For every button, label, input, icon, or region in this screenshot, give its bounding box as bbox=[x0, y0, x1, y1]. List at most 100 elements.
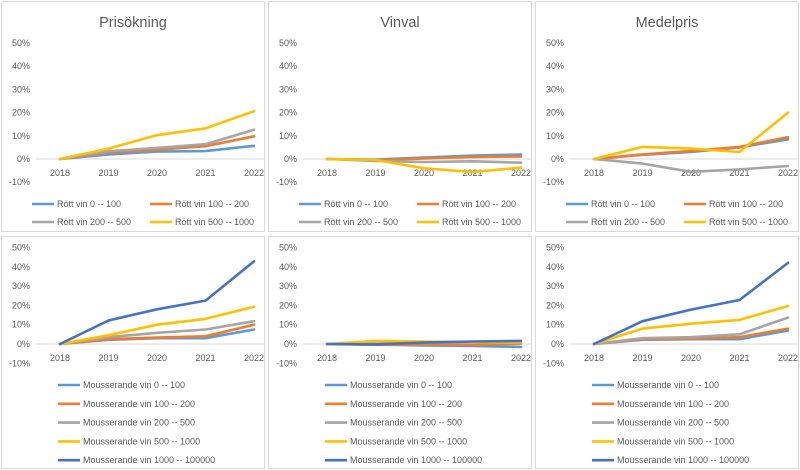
y-tick-label: 0% bbox=[551, 339, 564, 349]
x-tick-label: 2019 bbox=[632, 168, 652, 178]
chart-svg: -10% 0% 10% 20% 30% 40% 50% 2018 2019 2020 2021 202… bbox=[9, 243, 264, 465]
chart-panel-prisokning-red: Prisökning -10% 0% 10% 20% 30% 40% 50% 2018 2019 2… bbox=[1, 1, 265, 232]
chart-svg: -10% 0% 10% 20% 30% 40% 50% 2018 2019 2020 2021 202… bbox=[276, 243, 531, 465]
x-tick-label: 2019 bbox=[365, 353, 385, 363]
y-tick-label: 20% bbox=[12, 300, 30, 310]
x-tick-label: 2022 bbox=[511, 353, 531, 363]
x-tick-label: 2020 bbox=[147, 353, 167, 363]
x-tick-label: 2019 bbox=[365, 168, 385, 178]
x-tick-label: 2022 bbox=[244, 353, 264, 363]
chart-title: Vinval bbox=[380, 15, 419, 31]
y-tick-label: 0% bbox=[17, 154, 30, 164]
legend-label: Rött vin 0 -- 100 bbox=[57, 199, 121, 209]
legend-label: Mousserande vin 0 -- 100 bbox=[350, 380, 452, 390]
x-tick-label: 2021 bbox=[729, 353, 749, 363]
series-line-4 bbox=[325, 157, 523, 174]
chart-svg: Vinval -10% 0% 10% 20% 30% 40% 50% 2018 2019 2020 2… bbox=[276, 15, 531, 227]
y-tick-label: 50% bbox=[12, 243, 30, 253]
y-tick-label: 40% bbox=[546, 262, 564, 272]
x-tick-label: 2018 bbox=[317, 168, 337, 178]
y-tick-label: 40% bbox=[279, 61, 297, 71]
series-line-5 bbox=[58, 260, 256, 346]
y-tick-label: 40% bbox=[12, 262, 30, 272]
legend-label: Rött vin 500 -- 1000 bbox=[442, 217, 521, 227]
y-tick-label: 10% bbox=[546, 131, 564, 141]
y-tick-label: 10% bbox=[279, 320, 297, 330]
x-tick-label: 2019 bbox=[98, 168, 118, 178]
x-tick-label: 2019 bbox=[98, 353, 118, 363]
legend-label: Mousserande vin 1000 -- 100000 bbox=[83, 455, 215, 465]
legend-label: Mousserande vin 100 -- 200 bbox=[83, 399, 195, 409]
legend-label: Mousserande vin 1000 -- 100000 bbox=[617, 455, 749, 465]
y-tick-label: 50% bbox=[12, 38, 30, 48]
legend-label: Rött vin 0 -- 100 bbox=[324, 199, 388, 209]
legend-label: Mousserande vin 100 -- 200 bbox=[350, 399, 462, 409]
legend-label: Mousserande vin 200 -- 500 bbox=[350, 418, 462, 428]
legend-label: Rött vin 0 -- 100 bbox=[591, 199, 655, 209]
chart-svg: -10% 0% 10% 20% 30% 40% 50% 2018 2019 2020 2021 202… bbox=[543, 243, 798, 465]
legend-label: Mousserande vin 500 -- 1000 bbox=[83, 436, 200, 446]
y-tick-label: 50% bbox=[546, 243, 564, 253]
chart-panel-prisokning-sparkling: -10% 0% 10% 20% 30% 40% 50% 2018 2019 2020 2021 202… bbox=[1, 236, 265, 469]
y-tick-label: 10% bbox=[546, 320, 564, 330]
x-tick-label: 2021 bbox=[462, 353, 482, 363]
legend-label: Mousserande vin 200 -- 500 bbox=[617, 418, 729, 428]
chart-panel-vinval-red: Vinval -10% 0% 10% 20% 30% 40% 50% 2018 2019 2020 2… bbox=[268, 1, 532, 232]
y-tick-label: -10% bbox=[276, 358, 297, 368]
y-tick-label: 0% bbox=[551, 154, 564, 164]
chart-svg: Prisökning -10% 0% 10% 20% 30% 40% 50% 2018 2019 2… bbox=[9, 15, 264, 227]
series-line-4 bbox=[592, 111, 790, 161]
x-tick-label: 2021 bbox=[729, 168, 749, 178]
x-tick-label: 2021 bbox=[195, 353, 215, 363]
y-tick-label: -10% bbox=[276, 177, 297, 187]
series-line-3 bbox=[592, 316, 790, 346]
x-tick-label: 2022 bbox=[244, 168, 264, 178]
y-tick-label: -10% bbox=[9, 177, 30, 187]
x-tick-label: 2018 bbox=[584, 353, 604, 363]
legend-label: Mousserande vin 500 -- 1000 bbox=[617, 436, 734, 446]
series-line-4 bbox=[592, 304, 790, 346]
y-tick-label: 40% bbox=[546, 61, 564, 71]
y-tick-label: 20% bbox=[279, 108, 297, 118]
x-tick-label: 2018 bbox=[584, 168, 604, 178]
y-tick-label: 20% bbox=[546, 108, 564, 118]
x-tick-label: 2020 bbox=[147, 168, 167, 178]
legend-label: Mousserande vin 200 -- 500 bbox=[83, 418, 195, 428]
series-line-4 bbox=[58, 305, 256, 346]
x-tick-label: 2022 bbox=[511, 168, 531, 178]
y-tick-label: 40% bbox=[279, 262, 297, 272]
y-tick-label: 20% bbox=[279, 300, 297, 310]
x-tick-label: 2018 bbox=[317, 353, 337, 363]
chart-panel-vinval-sparkling: -10% 0% 10% 20% 30% 40% 50% 2018 2019 2020 2021 202… bbox=[268, 236, 532, 469]
legend-label: Mousserande vin 100 -- 200 bbox=[617, 399, 729, 409]
x-tick-label: 2019 bbox=[632, 353, 652, 363]
series-line-2 bbox=[592, 135, 790, 161]
x-tick-label: 2018 bbox=[50, 353, 70, 363]
y-tick-label: 30% bbox=[12, 84, 30, 94]
series-line-2 bbox=[58, 323, 256, 346]
series-line-3 bbox=[592, 157, 790, 174]
legend-label: Mousserande vin 0 -- 100 bbox=[617, 380, 719, 390]
y-tick-label: 0% bbox=[17, 339, 30, 349]
legend-label: Mousserande vin 1000 -- 100000 bbox=[350, 455, 482, 465]
legend-label: Rött vin 100 -- 200 bbox=[442, 199, 516, 209]
x-tick-label: 2018 bbox=[50, 168, 70, 178]
y-tick-label: 20% bbox=[12, 108, 30, 118]
legend-label: Mousserande vin 500 -- 1000 bbox=[350, 436, 467, 446]
legend-label: Rött vin 500 -- 1000 bbox=[709, 217, 788, 227]
chart-svg: Medelpris -10% 0% 10% 20% 30% 40% 50% 2018 2019 20… bbox=[543, 15, 798, 227]
y-tick-label: -10% bbox=[543, 177, 564, 187]
series-line-3 bbox=[58, 128, 256, 161]
series-line-4 bbox=[58, 109, 256, 161]
y-tick-label: 40% bbox=[12, 61, 30, 71]
y-tick-label: -10% bbox=[9, 358, 30, 368]
y-tick-label: 50% bbox=[546, 38, 564, 48]
chart-panel-medelpris-red: Medelpris -10% 0% 10% 20% 30% 40% 50% 2018 2019 20… bbox=[535, 1, 799, 232]
chart-panel-medelpris-sparkling: -10% 0% 10% 20% 30% 40% 50% 2018 2019 2020 2021 202… bbox=[535, 236, 799, 469]
x-tick-label: 2020 bbox=[681, 353, 701, 363]
legend-label: Mousserande vin 0 -- 100 bbox=[83, 380, 185, 390]
chart-title: Medelpris bbox=[636, 15, 699, 31]
y-tick-label: 30% bbox=[279, 281, 297, 291]
y-tick-label: 30% bbox=[279, 84, 297, 94]
x-tick-label: 2021 bbox=[195, 168, 215, 178]
